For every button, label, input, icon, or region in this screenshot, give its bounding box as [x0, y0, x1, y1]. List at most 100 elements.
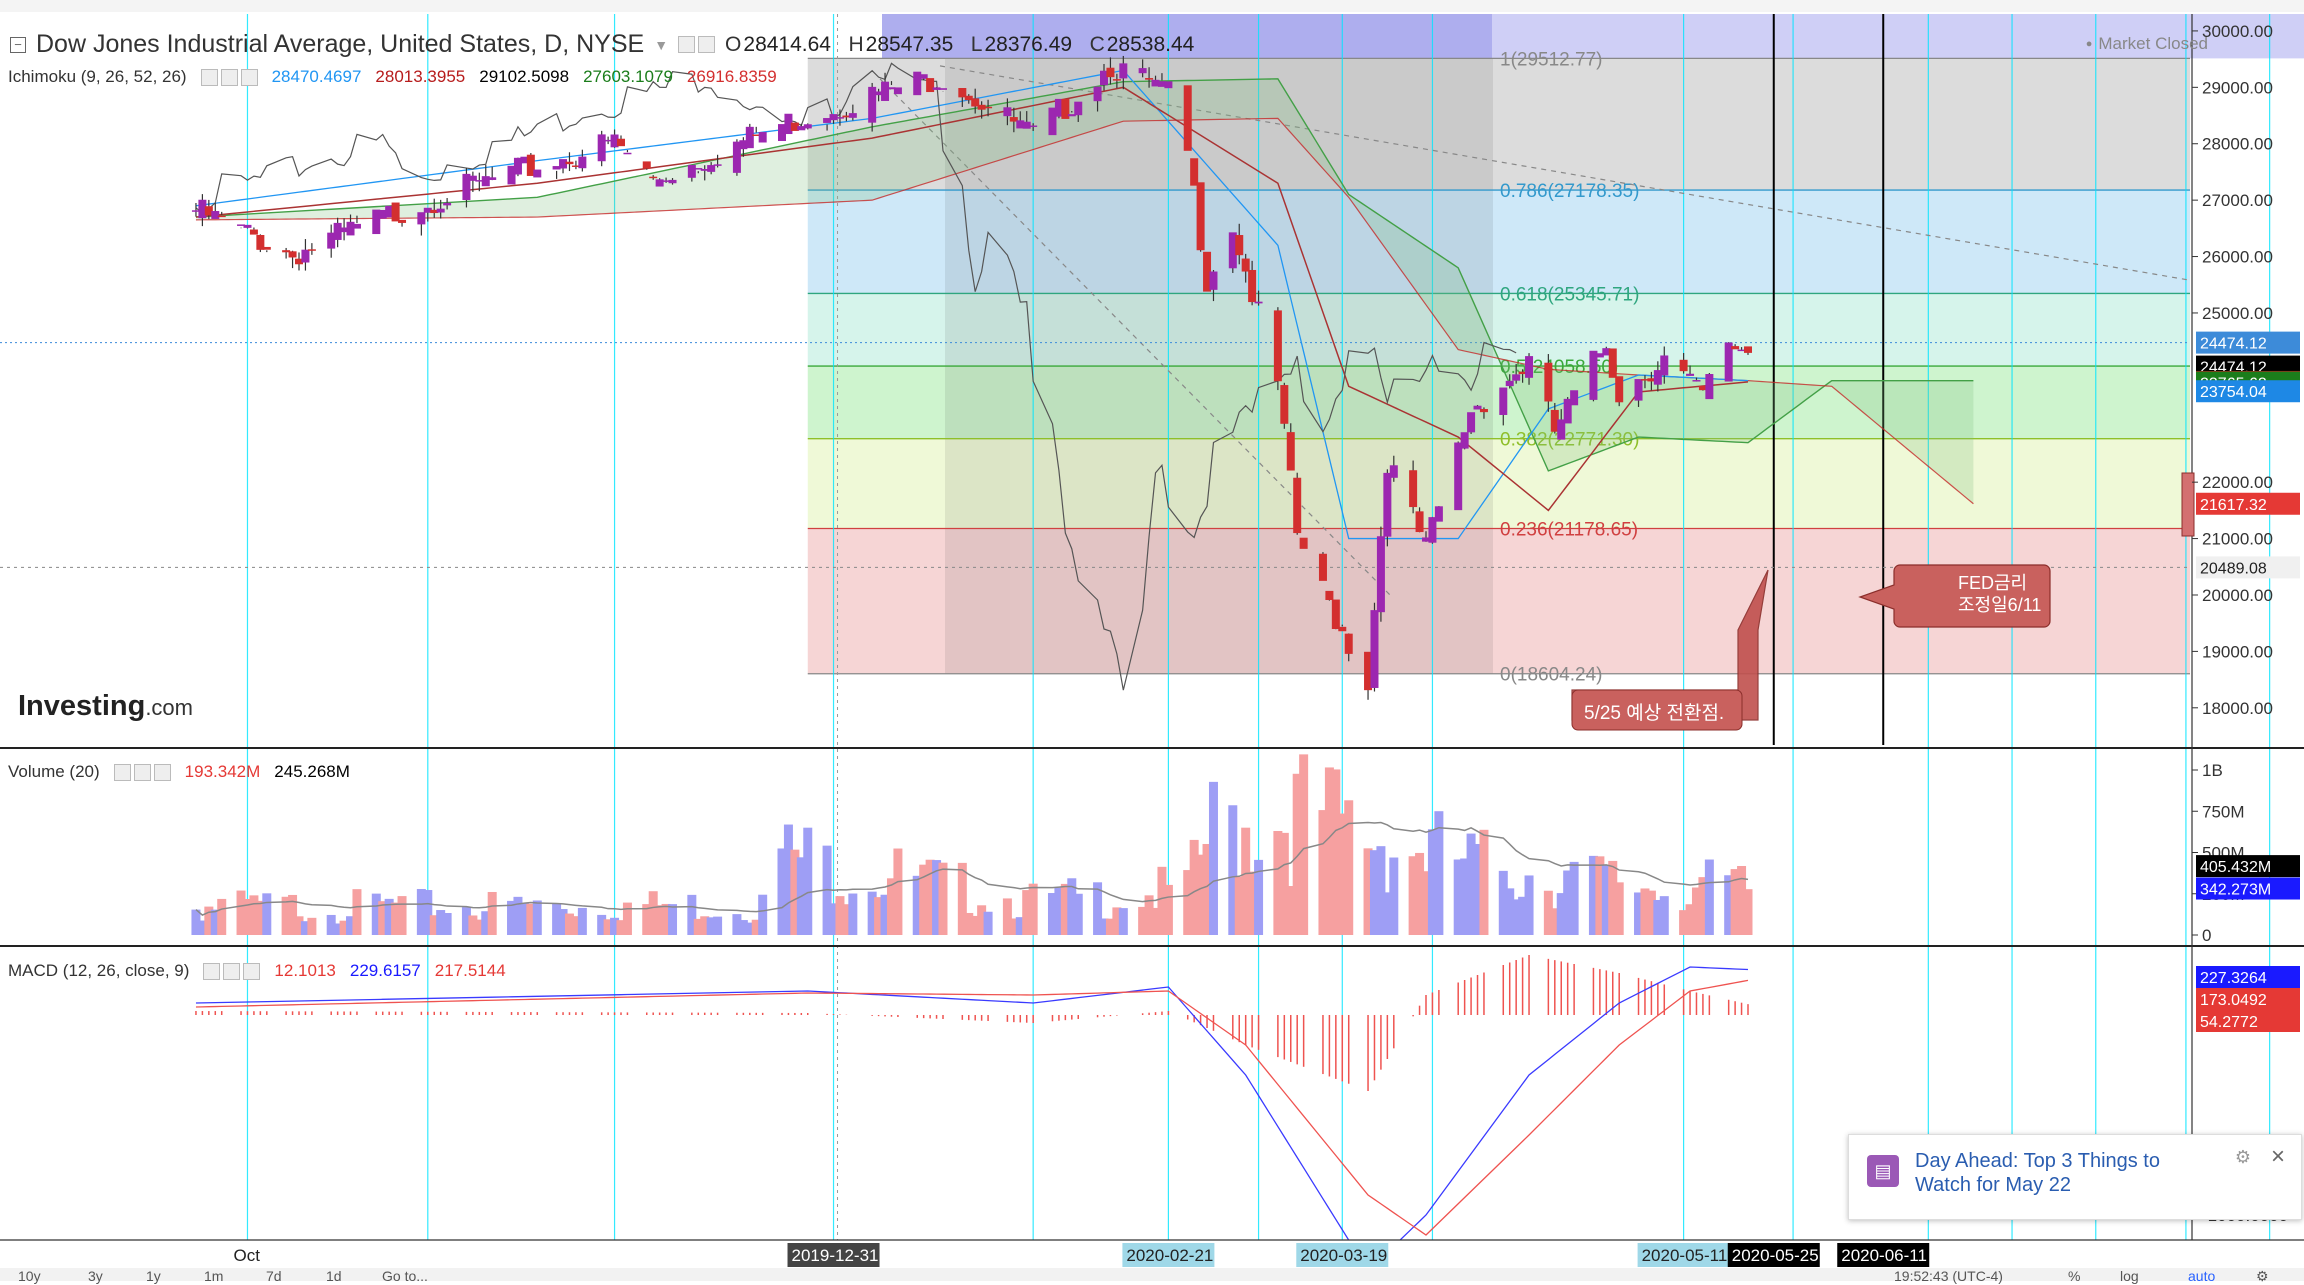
- close-icon[interactable]: [243, 962, 261, 980]
- volume-bar: [326, 914, 336, 935]
- candle-body: [565, 161, 574, 165]
- candle-body: [237, 224, 246, 226]
- timeframe-1m[interactable]: 1m: [204, 1268, 224, 1284]
- clock: 19:52:43 (UTC-4): [1894, 1268, 2003, 1284]
- ichimoku-controls: [200, 68, 258, 86]
- fed-callout-text: 조정일6/11: [1958, 595, 2041, 615]
- volume-bar: [217, 898, 227, 935]
- macd-controls: [203, 962, 261, 980]
- senkou-span-a: [195, 78, 1974, 472]
- timeframe-10y[interactable]: 10y: [18, 1268, 41, 1284]
- auto-toggle[interactable]: auto: [2188, 1268, 2216, 1284]
- candle-body: [430, 209, 439, 214]
- settings-icon[interactable]: [220, 68, 238, 86]
- close-icon[interactable]: [240, 68, 258, 86]
- macd-label[interactable]: MACD (12, 26, close, 9): [8, 961, 190, 980]
- eye-icon[interactable]: [678, 36, 696, 53]
- volume-bar: [745, 922, 755, 935]
- volume-bar: [1724, 875, 1734, 935]
- candle-body: [1248, 269, 1257, 303]
- timeframe-1y[interactable]: 1y: [146, 1268, 161, 1284]
- dropdown-arrow-icon[interactable]: ▼: [654, 36, 669, 53]
- goto-button[interactable]: Go to...: [382, 1268, 428, 1284]
- volume-bar: [1163, 884, 1173, 935]
- candle-body: [1544, 362, 1553, 402]
- volume-bar: [1588, 855, 1598, 935]
- ohlc-values: O28414.64 H28547.35 L28376.49 C28538.44: [725, 32, 1195, 56]
- volume-bar: [597, 914, 607, 935]
- candle-body: [443, 202, 452, 206]
- log-toggle[interactable]: log: [2120, 1268, 2139, 1284]
- volume-bar: [1363, 848, 1373, 935]
- gear-icon[interactable]: ⚙: [2234, 1147, 2251, 1167]
- volume-bar: [1022, 890, 1032, 935]
- volume-tick-label: 0: [2202, 926, 2211, 945]
- settings-icon[interactable]: [133, 763, 151, 781]
- candle-body: [1183, 85, 1192, 151]
- candle-body: [1660, 355, 1669, 376]
- settings-icon[interactable]: [698, 36, 716, 53]
- candle-body: [385, 205, 394, 218]
- candle-body: [752, 134, 761, 136]
- candle-body: [1422, 537, 1430, 542]
- candle-body: [1299, 537, 1308, 549]
- candle-body: [198, 199, 207, 219]
- timeframe-3y[interactable]: 3y: [88, 1268, 103, 1284]
- ichimoku-value: 28470.4697: [271, 67, 362, 86]
- volume-bar: [648, 891, 658, 935]
- candle-body: [475, 180, 484, 182]
- candle-body: [243, 224, 252, 228]
- eye-icon[interactable]: [113, 763, 131, 781]
- volume-bar: [1292, 773, 1302, 935]
- timeframe-7d[interactable]: 7d: [266, 1268, 282, 1284]
- eye-icon[interactable]: [203, 962, 221, 980]
- symbol-title[interactable]: Dow Jones Industrial Average, United Sta…: [36, 30, 645, 58]
- fib-zone: [807, 58, 2190, 191]
- eye-icon[interactable]: [200, 68, 218, 86]
- candle-body: [893, 87, 902, 95]
- timeframe-1d[interactable]: 1d: [326, 1268, 342, 1284]
- close-icon[interactable]: [153, 763, 171, 781]
- candle-body: [1280, 385, 1289, 424]
- candle-body: [1235, 235, 1244, 256]
- candle-body: [1647, 378, 1656, 382]
- price-badge-label: 21617.32: [2200, 497, 2267, 514]
- volume-badge-label: 405.432M: [2200, 859, 2271, 876]
- candle-body: [1698, 385, 1707, 391]
- fib-level-label: 1(29512.77): [1500, 49, 1602, 70]
- close-icon[interactable]: ×: [2270, 1143, 2285, 1170]
- candle-body: [971, 98, 980, 107]
- settings-icon[interactable]: [223, 962, 241, 980]
- volume-bar: [835, 896, 845, 935]
- volume-bar: [513, 896, 523, 935]
- candle-body: [307, 249, 316, 251]
- candle-body: [662, 180, 671, 182]
- volume-bar: [1453, 859, 1463, 935]
- candle-body: [958, 88, 967, 98]
- candle-body: [1112, 79, 1121, 81]
- candle-body: [1196, 182, 1205, 251]
- candle-body: [249, 229, 258, 235]
- volume-label[interactable]: Volume (20): [8, 762, 100, 781]
- collapse-icon[interactable]: −: [10, 36, 26, 53]
- price-tick-label: 27000.00: [2202, 191, 2273, 210]
- volume-bar: [1299, 754, 1309, 935]
- candle-body: [1376, 536, 1385, 613]
- settings-icon[interactable]: ⚙: [2256, 1268, 2269, 1284]
- volume-bar: [777, 848, 787, 935]
- volume-bar: [848, 893, 858, 935]
- volume-value: 193.342M: [184, 762, 261, 781]
- ichimoku-label[interactable]: Ichimoku (9, 26, 52, 26): [8, 67, 187, 86]
- candle-body: [1273, 310, 1282, 382]
- news-toast[interactable]: ▤ Day Ahead: Top 3 Things to Watch for M…: [1848, 1134, 2302, 1220]
- percent-toggle[interactable]: %: [2068, 1268, 2081, 1284]
- candle-body: [533, 169, 542, 178]
- volume-bar: [197, 920, 207, 935]
- toast-title[interactable]: Day Ahead: Top 3 Things to Watch for May…: [1915, 1150, 2160, 1196]
- volume-bar: [1138, 906, 1148, 935]
- candle-body: [1570, 390, 1579, 406]
- candle-body: [1724, 342, 1733, 382]
- volume-bar: [700, 916, 710, 935]
- candle-body: [262, 246, 271, 250]
